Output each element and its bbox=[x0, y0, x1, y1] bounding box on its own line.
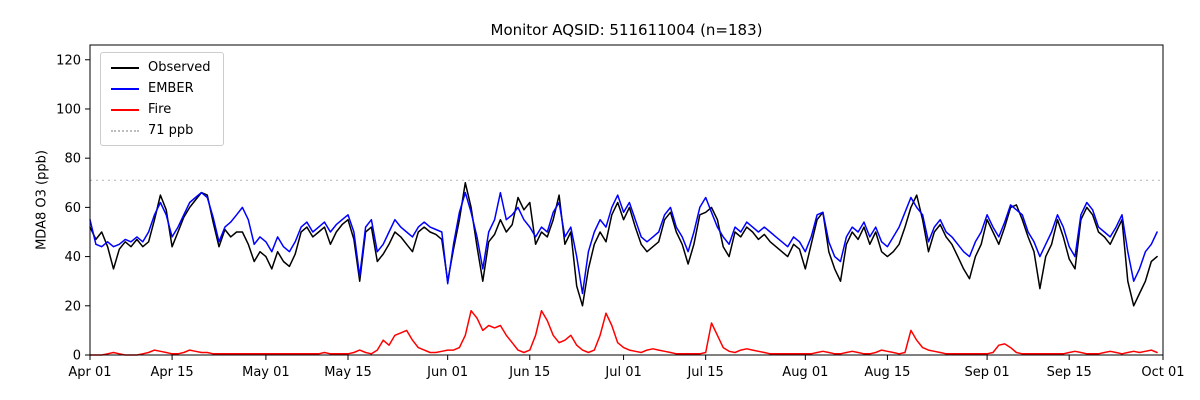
series-line-fire bbox=[89, 309, 1158, 356]
y-tick-label: 120 bbox=[56, 53, 81, 68]
legend-item-fire: Fire bbox=[111, 102, 211, 117]
y-tick-label: 20 bbox=[64, 299, 81, 314]
legend-item-threshold: 71 ppb bbox=[111, 123, 211, 138]
y-tick-label: 0 bbox=[73, 349, 81, 364]
x-tick-label: Sep 15 bbox=[1047, 365, 1092, 380]
series-line-ember bbox=[89, 191, 1158, 295]
legend: Observed EMBER Fire 71 ppb bbox=[100, 52, 224, 146]
legend-label-fire: Fire bbox=[148, 102, 172, 117]
x-tick-label: Oct 01 bbox=[1141, 365, 1184, 380]
series-line-observed bbox=[89, 182, 1158, 307]
x-tick-label: Jul 01 bbox=[604, 365, 641, 380]
x-tick-label: Apr 15 bbox=[151, 365, 194, 380]
x-tick-label: Jun 01 bbox=[426, 365, 468, 380]
x-tick-label: Jul 15 bbox=[686, 365, 723, 380]
x-tick-label: Aug 15 bbox=[864, 365, 910, 380]
fire-line-sample-icon bbox=[111, 108, 139, 111]
legend-item-ember: EMBER bbox=[111, 81, 211, 96]
axes-frame bbox=[89, 44, 1164, 356]
x-tick-label: Sep 01 bbox=[965, 365, 1010, 380]
x-tick-label: May 01 bbox=[242, 365, 290, 380]
x-tick-label: Aug 01 bbox=[782, 365, 828, 380]
x-tick-label: Apr 01 bbox=[68, 365, 111, 380]
y-tick-label: 40 bbox=[64, 250, 81, 265]
legend-label-ember: EMBER bbox=[148, 81, 194, 96]
ember-line-sample-icon bbox=[111, 87, 139, 90]
observed-line-sample-icon bbox=[111, 66, 139, 69]
y-tick-label: 60 bbox=[64, 201, 81, 216]
y-tick-label: 80 bbox=[64, 152, 81, 167]
legend-item-observed: Observed bbox=[111, 60, 211, 75]
legend-label-threshold: 71 ppb bbox=[148, 123, 194, 138]
legend-label-observed: Observed bbox=[148, 60, 211, 75]
chart-title: Monitor AQSID: 511611004 (n=183) bbox=[490, 21, 763, 39]
x-tick-label: Jun 15 bbox=[508, 365, 550, 380]
x-tick-label: May 15 bbox=[324, 365, 372, 380]
threshold-line-sample-icon bbox=[111, 129, 139, 132]
y-tick-label: 100 bbox=[56, 102, 81, 117]
